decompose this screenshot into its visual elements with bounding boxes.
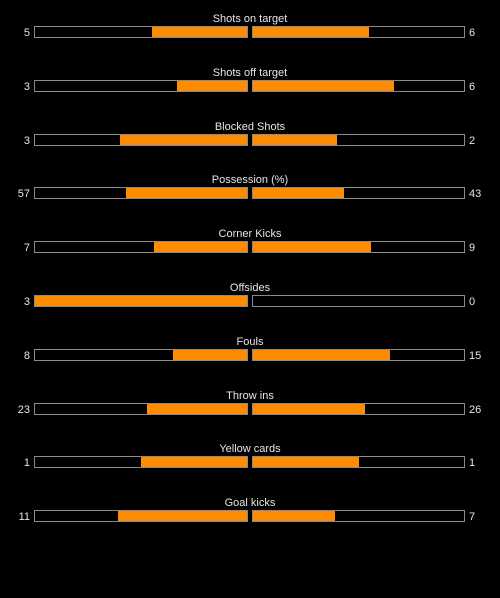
away-bar <box>252 26 465 38</box>
away-bar-fill <box>253 135 338 145</box>
away-value: 1 <box>469 457 476 469</box>
home-bar <box>34 403 248 415</box>
home-bar <box>34 510 248 522</box>
away-bar-fill <box>253 404 365 414</box>
home-bar <box>34 80 248 92</box>
away-value: 0 <box>469 296 476 308</box>
stat-row: Shots on target 5 6 <box>0 12 500 48</box>
home-bar <box>34 241 248 253</box>
home-bar-fill <box>141 457 247 467</box>
home-bar-fill <box>153 242 247 252</box>
stat-label: Offsides <box>229 282 271 294</box>
stat-row: Goal kicks 11 7 <box>0 496 500 532</box>
away-bar <box>252 403 465 415</box>
home-value: 8 <box>23 350 30 362</box>
stat-label: Throw ins <box>226 390 274 402</box>
home-bar-fill <box>117 511 247 521</box>
home-bar <box>34 134 248 146</box>
stat-row: Fouls 8 15 <box>0 335 500 371</box>
away-value: 6 <box>469 27 476 39</box>
home-bar-fill <box>126 188 247 198</box>
home-value: 57 <box>17 188 30 200</box>
home-value: 3 <box>23 81 30 93</box>
home-bar-fill <box>172 350 247 360</box>
home-bar-fill <box>147 404 247 414</box>
stat-label: Fouls <box>236 336 264 348</box>
away-bar-fill <box>253 27 370 37</box>
stat-label: Possession (%) <box>211 174 289 186</box>
home-bar-fill <box>177 81 247 91</box>
away-bar-fill <box>253 81 395 91</box>
home-bar-fill <box>35 296 247 306</box>
stat-label: Corner Kicks <box>218 228 282 240</box>
away-bar-fill <box>253 350 391 360</box>
home-bar <box>34 456 248 468</box>
away-value: 43 <box>469 188 482 200</box>
away-bar <box>252 510 465 522</box>
home-bar <box>34 187 248 199</box>
home-value: 5 <box>23 27 30 39</box>
away-bar-fill <box>253 457 359 467</box>
stat-row: Blocked Shots 3 2 <box>0 120 500 156</box>
stat-row: Possession (%) 57 43 <box>0 173 500 209</box>
stat-row: Throw ins 23 26 <box>0 389 500 425</box>
away-value: 7 <box>469 511 476 523</box>
stat-label: Blocked Shots <box>214 121 286 133</box>
away-bar-fill <box>253 188 344 198</box>
away-bar <box>252 80 465 92</box>
away-value: 26 <box>469 404 482 416</box>
home-bar-fill <box>151 27 247 37</box>
home-bar <box>34 349 248 361</box>
away-value: 9 <box>469 242 476 254</box>
away-bar <box>252 456 465 468</box>
stat-label: Goal kicks <box>224 497 276 509</box>
stat-row: Offsides 3 0 <box>0 281 500 317</box>
home-value: 3 <box>23 135 30 147</box>
away-bar-fill <box>253 242 372 252</box>
away-bar <box>252 241 465 253</box>
away-bar <box>252 349 465 361</box>
stat-row: Yellow cards 1 1 <box>0 442 500 478</box>
away-value: 6 <box>469 81 476 93</box>
stat-row: Shots off target 3 6 <box>0 66 500 102</box>
away-bar <box>252 295 465 307</box>
away-bar <box>252 187 465 199</box>
home-value: 23 <box>17 404 30 416</box>
home-value: 3 <box>23 296 30 308</box>
home-bar-fill <box>119 135 247 145</box>
home-value: 11 <box>18 511 30 523</box>
stat-row: Corner Kicks 7 9 <box>0 227 500 263</box>
stat-label: Shots on target <box>212 13 288 25</box>
stat-label: Shots off target <box>212 67 288 79</box>
home-bar <box>34 295 248 307</box>
away-value: 2 <box>469 135 476 147</box>
home-bar <box>34 26 248 38</box>
away-bar-fill <box>253 511 336 521</box>
away-bar <box>252 134 465 146</box>
home-value: 1 <box>23 457 30 469</box>
home-value: 7 <box>23 242 30 254</box>
away-value: 15 <box>469 350 482 362</box>
stat-label: Yellow cards <box>219 443 281 455</box>
